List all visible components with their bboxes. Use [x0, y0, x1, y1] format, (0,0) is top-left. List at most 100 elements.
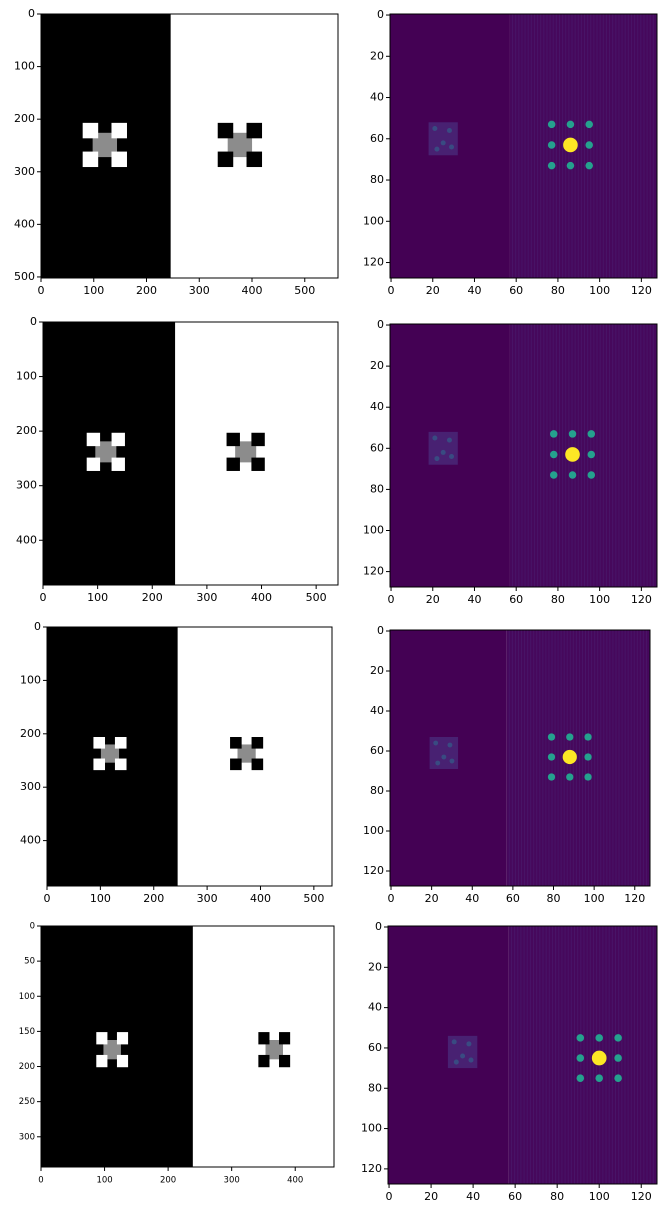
stripe	[621, 324, 623, 587]
stripe	[545, 926, 547, 1184]
stripe	[558, 324, 561, 587]
y-tick-label: 0	[375, 920, 382, 933]
y-tick-label: 100	[363, 214, 384, 227]
stripe	[539, 926, 541, 1184]
stripe	[634, 14, 636, 278]
stripe	[637, 926, 639, 1184]
corner-square	[217, 122, 234, 139]
stripe	[533, 630, 535, 886]
peak-spot	[562, 749, 577, 765]
stripe	[530, 630, 532, 886]
faint-spot	[468, 1057, 474, 1063]
corner-square	[279, 1032, 291, 1045]
y-tick-label: 100	[19, 992, 35, 1002]
stripe	[646, 14, 648, 278]
y-tick-label: 80	[370, 482, 384, 495]
stripe	[630, 324, 632, 587]
image	[390, 630, 650, 886]
axes-frame	[389, 629, 651, 887]
stripe	[521, 630, 523, 886]
stripe	[645, 630, 647, 886]
stripe	[643, 14, 645, 278]
y-tick-label: 120	[363, 565, 384, 578]
stripe	[514, 926, 516, 1184]
faint-spot	[449, 758, 455, 764]
peak-spot	[591, 1050, 607, 1066]
stripe	[554, 630, 556, 886]
y-tick-label: 300	[16, 479, 37, 492]
x-tick-label: 500	[294, 284, 315, 297]
spot	[566, 733, 574, 741]
corner-square	[226, 457, 240, 471]
axes-frame	[40, 13, 339, 279]
stripe	[599, 324, 601, 587]
y-tick-label: 500	[14, 270, 35, 283]
spot	[547, 141, 556, 149]
spot	[585, 161, 593, 170]
spot	[614, 1054, 622, 1062]
y-tick-label: 0	[30, 315, 37, 328]
corner-square	[114, 758, 127, 771]
stripe	[546, 14, 548, 278]
stripe	[636, 630, 638, 886]
faint-spot	[449, 454, 455, 460]
y-tick-label: 400	[20, 834, 41, 847]
corner-square	[251, 737, 264, 749]
y-tick-label: 60	[368, 1041, 382, 1054]
corner-square	[111, 457, 125, 471]
faint-spot	[432, 435, 438, 441]
stripe	[542, 926, 544, 1184]
y-tick-label: 200	[14, 112, 35, 125]
corner-square	[111, 122, 127, 139]
stripe	[611, 926, 613, 1184]
corner-square	[217, 151, 234, 168]
spot	[584, 753, 592, 761]
stripe	[558, 14, 561, 278]
stripe	[605, 14, 607, 278]
y-tick-label: 300	[20, 780, 41, 793]
x-tick-label: 400	[287, 1176, 303, 1186]
x-tick-label: 0	[38, 284, 45, 297]
spot	[549, 450, 558, 459]
y-tick-label: 60	[370, 132, 384, 145]
stripe	[555, 926, 557, 1184]
y-tick-label: 100	[361, 1122, 382, 1135]
y-tick-label: 80	[370, 784, 384, 797]
faint-spot	[447, 742, 453, 748]
stripe	[577, 14, 579, 278]
stripe	[567, 926, 569, 1184]
stripe	[526, 926, 528, 1184]
axes: 0 20 40 60 80 100 120 0 20 40 60 80 100 120	[363, 624, 651, 905]
axes-frame	[40, 925, 335, 1168]
x-tick-label: 40	[467, 593, 481, 606]
stripe	[612, 14, 614, 278]
y-tick-label: 80	[368, 1081, 382, 1094]
faint-spot	[434, 456, 440, 462]
x-tick-label: 0	[388, 284, 395, 297]
x-tick-label: 20	[426, 593, 440, 606]
stripe	[578, 630, 580, 886]
faint-spot	[432, 125, 438, 131]
stripe	[640, 14, 642, 278]
stripe	[530, 14, 532, 278]
stripe	[518, 324, 520, 587]
y-tick-label: 120	[363, 864, 384, 877]
stripe	[615, 324, 617, 587]
stripe	[512, 324, 514, 587]
spot	[566, 773, 574, 781]
faint-spot	[446, 128, 452, 134]
stripe	[602, 14, 604, 278]
stripe	[599, 14, 601, 278]
stripe	[627, 14, 629, 278]
y-tick-label: 40	[370, 704, 384, 717]
stripe	[649, 14, 651, 278]
stripe	[646, 324, 648, 587]
y-tick-label: 40	[370, 400, 384, 413]
y-tick-label: 60	[370, 441, 384, 454]
stripe	[655, 324, 657, 587]
y-tick-label: 100	[363, 523, 384, 536]
corner-square	[116, 1054, 129, 1068]
stripe	[609, 14, 611, 278]
